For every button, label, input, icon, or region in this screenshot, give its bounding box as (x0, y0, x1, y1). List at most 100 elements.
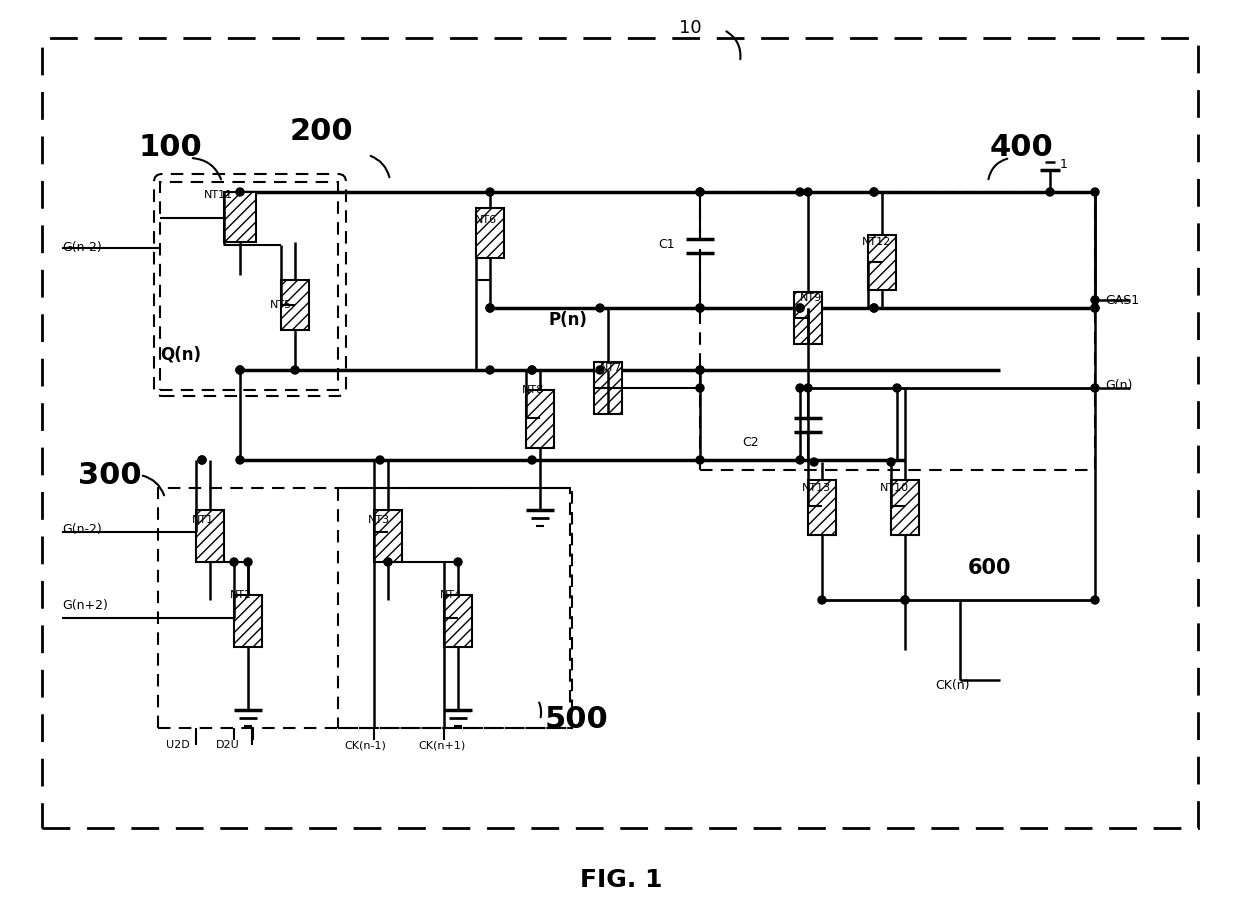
Text: NT9: NT9 (800, 293, 822, 303)
Circle shape (236, 188, 244, 196)
Text: NT12: NT12 (862, 237, 892, 247)
Bar (339, 488, 572, 728)
Circle shape (696, 366, 704, 374)
Circle shape (796, 188, 804, 196)
Circle shape (244, 558, 252, 566)
Circle shape (384, 558, 392, 566)
Text: 600: 600 (968, 558, 1012, 578)
Text: NT6: NT6 (475, 215, 497, 225)
Circle shape (486, 304, 494, 312)
Text: G(n+2): G(n+2) (62, 599, 108, 611)
Circle shape (901, 596, 909, 604)
Circle shape (1047, 188, 1054, 196)
Bar (444, 595, 472, 647)
Circle shape (870, 304, 878, 312)
Bar (157, 488, 570, 728)
Circle shape (1091, 596, 1099, 604)
Text: 200: 200 (290, 118, 353, 147)
Text: C1: C1 (658, 239, 675, 251)
Circle shape (236, 366, 244, 374)
Circle shape (796, 456, 804, 464)
Circle shape (1091, 296, 1099, 304)
Circle shape (818, 596, 826, 604)
Text: NT8: NT8 (522, 385, 544, 395)
Circle shape (1091, 304, 1099, 312)
Circle shape (596, 366, 604, 374)
Bar (234, 595, 262, 647)
Text: P(n): P(n) (548, 311, 587, 329)
Bar (160, 182, 339, 390)
Circle shape (696, 366, 704, 374)
Circle shape (528, 366, 536, 374)
Bar (224, 192, 255, 242)
Circle shape (796, 384, 804, 392)
Text: D2U: D2U (216, 740, 239, 750)
Circle shape (1091, 304, 1099, 312)
Text: C2: C2 (742, 436, 759, 450)
Text: 1: 1 (1060, 158, 1068, 171)
Text: CK(n): CK(n) (935, 678, 970, 691)
Text: NT13: NT13 (802, 483, 831, 493)
Text: NT7: NT7 (600, 363, 622, 373)
Circle shape (236, 456, 244, 464)
Circle shape (870, 188, 878, 196)
Circle shape (486, 304, 494, 312)
Circle shape (1091, 188, 1099, 196)
Text: GAS1: GAS1 (1105, 294, 1140, 307)
Circle shape (804, 188, 812, 196)
Text: NT1: NT1 (192, 515, 215, 525)
Text: 10: 10 (678, 19, 702, 37)
Bar (42, 38, 1198, 828)
Circle shape (454, 558, 463, 566)
Text: 100: 100 (138, 133, 202, 162)
Circle shape (810, 458, 818, 466)
Text: 500: 500 (546, 706, 609, 735)
Text: FIG. 1: FIG. 1 (580, 868, 662, 892)
Text: NT11: NT11 (205, 190, 233, 200)
Text: NT4: NT4 (440, 590, 463, 600)
Bar (526, 390, 554, 448)
Circle shape (198, 456, 206, 464)
Bar (476, 208, 503, 258)
Circle shape (528, 366, 536, 374)
Circle shape (486, 366, 494, 374)
Circle shape (1091, 384, 1099, 392)
Text: G(n-2): G(n-2) (62, 523, 102, 537)
Text: G(n-2): G(n-2) (62, 241, 102, 255)
Circle shape (229, 558, 238, 566)
Circle shape (696, 188, 704, 196)
Circle shape (696, 304, 704, 312)
Circle shape (901, 596, 909, 604)
Bar (868, 235, 897, 290)
Bar (701, 192, 1095, 470)
Text: CK(n-1): CK(n-1) (343, 740, 386, 750)
Circle shape (486, 188, 494, 196)
Circle shape (796, 304, 804, 312)
Text: NT5: NT5 (270, 300, 293, 310)
Bar (794, 292, 822, 344)
Text: G(n): G(n) (1105, 378, 1132, 392)
Circle shape (198, 456, 206, 464)
Circle shape (376, 456, 384, 464)
Text: CK(n+1): CK(n+1) (418, 740, 466, 750)
Bar (281, 280, 309, 330)
Circle shape (696, 384, 704, 392)
Text: NT2: NT2 (229, 590, 252, 600)
Bar (196, 510, 224, 562)
Circle shape (528, 456, 536, 464)
Text: 400: 400 (990, 133, 1054, 162)
Circle shape (696, 188, 704, 196)
Text: U2D: U2D (166, 740, 190, 750)
Bar (594, 362, 622, 414)
Text: Q(n): Q(n) (160, 346, 201, 364)
Circle shape (696, 456, 704, 464)
Text: NT10: NT10 (880, 483, 909, 493)
Circle shape (870, 188, 878, 196)
Circle shape (696, 304, 704, 312)
Text: 300: 300 (78, 461, 141, 490)
Circle shape (887, 458, 895, 466)
Bar (808, 480, 836, 535)
Circle shape (291, 366, 299, 374)
Circle shape (893, 384, 901, 392)
Text: NT3: NT3 (368, 515, 391, 525)
